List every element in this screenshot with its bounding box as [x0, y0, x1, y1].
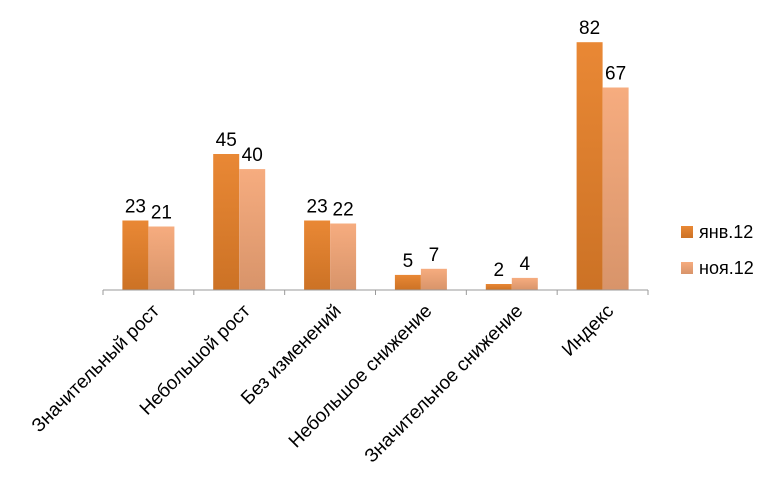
- data-label-янв-12-5: 82: [579, 18, 600, 39]
- bar-янв-12-1: [213, 154, 240, 290]
- bar-янв-12-4: [485, 284, 512, 290]
- x-tick-label-4: Значительное снижение: [361, 301, 528, 468]
- legend-swatch-ноя-12: [681, 262, 693, 274]
- data-label-ноя-12-1: 40: [242, 145, 263, 166]
- legend-label-янв-12: янв.12: [699, 222, 753, 242]
- legend: янв.12 ноя.12: [681, 222, 754, 278]
- bars-layer: [122, 42, 629, 291]
- data-label-янв-12-4: 2: [494, 260, 505, 281]
- data-label-янв-12-1: 45: [216, 130, 237, 151]
- bar-янв-12-2: [304, 220, 331, 290]
- data-label-янв-12-3: 5: [403, 251, 414, 272]
- bar-янв-12-5: [576, 42, 603, 291]
- data-label-ноя-12-5: 67: [605, 64, 626, 85]
- bar-ноя-12-1: [239, 169, 266, 290]
- data-label-янв-12-0: 23: [125, 197, 146, 218]
- data-label-ноя-12-2: 22: [333, 200, 354, 221]
- data-label-янв-12-2: 23: [307, 197, 328, 218]
- bar-ноя-12-3: [420, 268, 447, 290]
- bar-ноя-12-4: [511, 277, 538, 290]
- legend-label-ноя-12: ноя.12: [699, 258, 754, 278]
- x-tick-label-0: Значительный рост: [28, 300, 164, 436]
- data-label-ноя-12-4: 4: [520, 254, 531, 275]
- bar-ноя-12-0: [148, 226, 175, 290]
- bar-янв-12-0: [122, 220, 149, 290]
- data-label-ноя-12-0: 21: [151, 203, 172, 224]
- x-axis: [102, 289, 649, 295]
- bar-ноя-12-5: [602, 87, 629, 290]
- legend-swatch-янв-12: [681, 226, 693, 238]
- x-tick-label-5: Индекс: [558, 301, 618, 361]
- data-label-ноя-12-3: 7: [429, 245, 440, 266]
- bar-ноя-12-2: [330, 223, 357, 290]
- bar-янв-12-3: [394, 274, 421, 290]
